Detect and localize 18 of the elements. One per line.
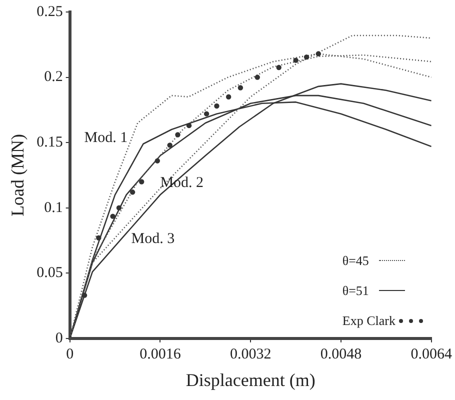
x-axis-title: Displacement (m) — [186, 370, 316, 390]
annotation: Mod. 1 — [84, 130, 128, 146]
y-tick-label: 0.15 — [36, 134, 63, 150]
y-tick-label: 0.05 — [36, 265, 63, 282]
legend-label: Exp Clark — [342, 313, 396, 330]
x-tick-label: 0 — [66, 346, 74, 362]
x-tick-label: 0.0032 — [230, 346, 272, 362]
legend-label: θ=51 — [342, 283, 369, 300]
annotation: Mod. 3 — [131, 230, 175, 248]
y-tick-label: 0.25 — [36, 4, 63, 20]
y-tick-label: 0.1 — [44, 200, 63, 216]
y-axis-title: Load (MN) — [8, 134, 28, 216]
x-tick-label: 0.0016 — [140, 346, 182, 362]
x-tick-label: 0.0064 — [410, 346, 452, 362]
legend-label: θ=45 — [342, 253, 369, 270]
x-tick-label: 0.0048 — [320, 346, 362, 362]
y-tick-label: 0 — [55, 330, 63, 346]
y-tick-label: 0.2 — [44, 69, 63, 86]
